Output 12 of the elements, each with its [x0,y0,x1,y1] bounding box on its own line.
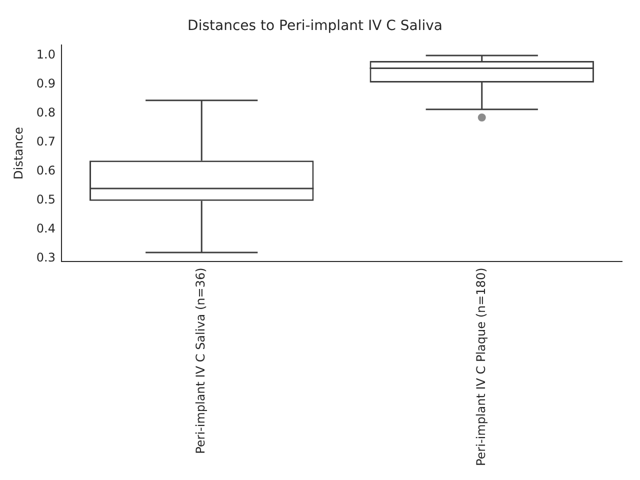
y-tick-label: 0.6 [36,163,56,178]
chart-title: Distances to Peri-implant IV C Saliva [188,18,442,34]
y-tick-label: 0.7 [36,134,56,149]
y-tick-label: 1.0 [36,48,56,62]
y-tick-label: 0.9 [36,76,56,91]
y-axis-title: Distance [11,127,26,180]
y-tick-label: 0.5 [36,192,56,206]
x-tick-label: Peri-implant IV C Saliva (n=36) [194,268,208,454]
y-tick-label: 0.3 [36,250,56,264]
x-tick-label: Peri-implant IV C Plaque (n=180) [474,268,488,466]
y-tick-label: 0.4 [36,221,56,236]
y-tick-label: 0.8 [36,106,56,120]
